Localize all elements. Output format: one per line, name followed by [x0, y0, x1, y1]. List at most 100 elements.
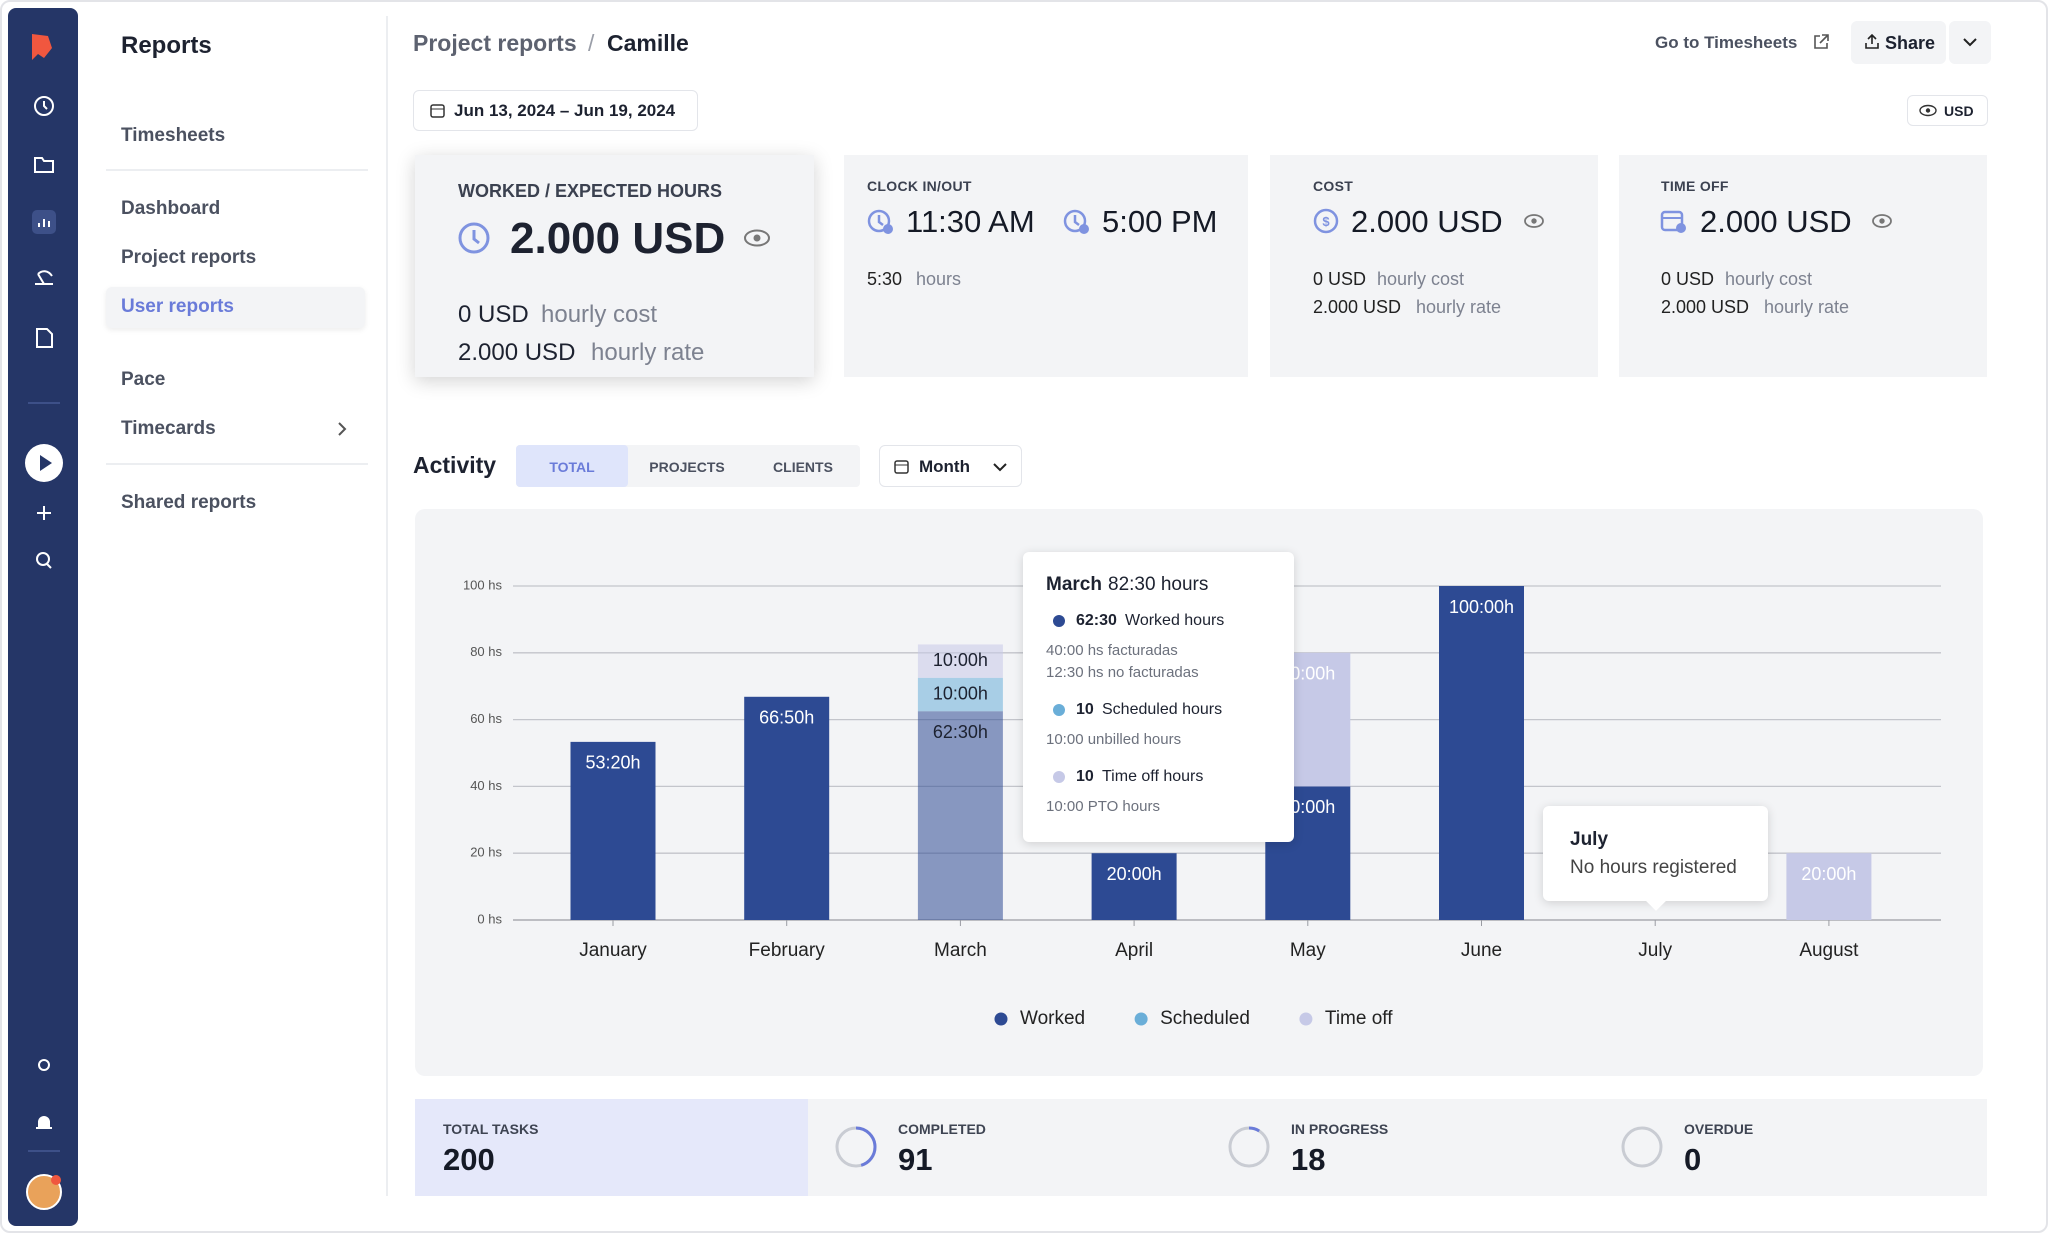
card-title: WORKED / EXPECTED HOURS — [458, 181, 723, 201]
nav-item[interactable]: Dashboard — [121, 198, 221, 219]
decoration — [1531, 218, 1537, 224]
secondary-nav: Reports Timesheets Dashboard Project rep… — [80, 16, 388, 1196]
decoration — [1524, 214, 1544, 228]
legend-label: Worked — [1020, 1008, 1085, 1029]
line-label: hourly cost — [541, 301, 658, 328]
breadcrumb-parent[interactable]: Project reports — [413, 30, 577, 56]
decoration — [1879, 218, 1885, 224]
period: Month — [919, 457, 970, 476]
section-title: Activity — [413, 452, 497, 478]
invoice-icon[interactable] — [36, 328, 53, 348]
x-tick-label: June — [1461, 940, 1502, 961]
date-picker[interactable]: Jun 13, 2024 – Jun 19, 2024 — [413, 90, 698, 131]
decoration — [1865, 34, 1879, 49]
decoration — [1865, 34, 1879, 49]
nav-item-active[interactable]: User reports — [121, 296, 234, 317]
decoration — [38, 219, 50, 227]
decoration — [1063, 209, 1089, 234]
timeoff-card[interactable]: TIME OFF 2.000 USD 0 USD hourly cost 2.0… — [1619, 155, 1987, 377]
breadcrumb-separator: / — [588, 30, 595, 56]
time-icon[interactable] — [34, 96, 54, 116]
x-tick-label: April — [1115, 940, 1153, 961]
decoration — [1313, 208, 1339, 234]
tab[interactable]: CLIENTS — [773, 459, 833, 475]
timesheets-link[interactable]: Go to Timesheets — [1655, 33, 1798, 52]
line-label: hourly rate — [1764, 297, 1850, 317]
tooltip-text: No hours registered — [1570, 857, 1737, 878]
line-label: hourly rate — [591, 339, 705, 366]
tooltip-dot — [1053, 615, 1065, 627]
nav-item[interactable]: Timesheets — [121, 125, 226, 146]
clock-out: 5:00 PM — [1102, 204, 1218, 239]
decoration — [1660, 210, 1686, 233]
legend-label: Scheduled — [1160, 1008, 1250, 1029]
decoration — [867, 209, 891, 233]
clock-card[interactable]: CLOCK IN/OUT 11:30 AM 5:00 PM 5:30 hours — [844, 155, 1248, 377]
tooltip-note: 40:00 hs facturadas — [1046, 642, 1178, 659]
tooltip-value: 10 — [1076, 701, 1094, 718]
line-label: hourly cost — [1377, 269, 1465, 289]
card-value: 2.000 USD — [1351, 204, 1503, 239]
separator — [106, 169, 368, 171]
stat-label: COMPLETED — [898, 1121, 986, 1137]
nav-item[interactable]: Shared reports — [121, 492, 257, 513]
decoration — [867, 209, 893, 234]
legend-marker — [1134, 1012, 1148, 1026]
tooltip-title: March — [1046, 574, 1102, 595]
bar-segment — [1439, 586, 1524, 920]
line-amount: 0 USD — [458, 301, 529, 328]
add-icon[interactable] — [37, 506, 51, 520]
decoration — [744, 229, 770, 247]
decoration — [894, 460, 909, 474]
tooltip-value: 10 — [1076, 768, 1094, 785]
tab-active-bg — [516, 445, 628, 487]
rail-icons — [25, 34, 63, 1210]
bar-segment — [1786, 853, 1872, 920]
line-label: hourly rate — [1416, 297, 1502, 317]
currency-toggle[interactable]: USD — [1907, 95, 1988, 126]
duration-unit: hours — [916, 269, 962, 289]
decoration — [28, 96, 60, 1152]
hours-card[interactable]: WORKED / EXPECTED HOURS 2.000 USD 0 USD … — [415, 155, 814, 377]
bar-value-label: 40:00h — [1280, 797, 1335, 817]
share-menu[interactable] — [1949, 21, 1991, 64]
decoration — [51, 1175, 61, 1185]
decoration — [1919, 104, 1937, 117]
tooltip-total: 82:30 hours — [1108, 574, 1209, 595]
projects-icon[interactable] — [34, 157, 54, 173]
decoration — [1063, 209, 1087, 233]
bar-value-label: 100:00h — [1449, 597, 1514, 617]
decoration — [1814, 34, 1829, 49]
nav-title: Reports — [121, 32, 212, 59]
bar-value-label: 10:00h — [933, 683, 988, 703]
stat-value: 0 — [1684, 1142, 1702, 1177]
x-tick-label: February — [749, 940, 826, 961]
period-select[interactable]: Month — [879, 445, 1022, 487]
stat-label: IN PROGRESS — [1291, 1121, 1389, 1137]
y-tick-label: 40 hs — [470, 778, 502, 793]
share-button[interactable]: Share — [1851, 21, 1946, 64]
decoration — [1963, 38, 1977, 47]
timeoff-icon[interactable] — [35, 270, 53, 285]
tab[interactable]: PROJECTS — [649, 459, 725, 475]
tab[interactable]: TOTAL — [549, 459, 595, 475]
ring-track — [1621, 1126, 1663, 1168]
search-icon[interactable] — [36, 552, 50, 566]
cost-card[interactable]: COST $ 2.000 USD 0 USD hourly cost 2.000… — [1270, 155, 1598, 377]
task-stat: IN PROGRESS 18 — [1201, 1099, 1594, 1196]
nav-item[interactable]: Timecards — [121, 418, 216, 439]
nav-item[interactable]: Pace — [121, 369, 166, 390]
tooltip-note: 10:00 PTO hours — [1046, 798, 1160, 815]
decoration — [40, 455, 52, 471]
bell-icon[interactable] — [36, 1116, 52, 1129]
y-tick-label: 20 hs — [470, 845, 502, 860]
nav-item[interactable]: Project reports — [121, 247, 257, 268]
settings-icon[interactable] — [38, 1059, 50, 1071]
currency: USD — [1944, 103, 1974, 119]
bar-value-label: 62:30h — [933, 722, 988, 742]
logo[interactable] — [32, 34, 52, 60]
tooltip-dot — [1053, 704, 1065, 716]
date-range: Jun 13, 2024 – Jun 19, 2024 — [454, 101, 676, 120]
decoration — [1872, 214, 1892, 228]
